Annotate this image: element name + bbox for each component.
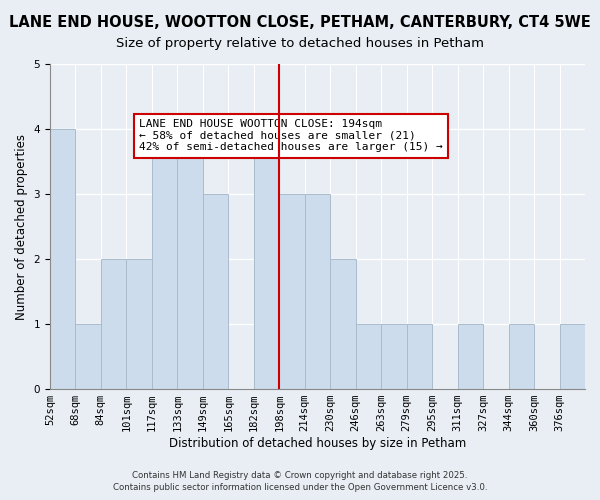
X-axis label: Distribution of detached houses by size in Petham: Distribution of detached houses by size …: [169, 437, 466, 450]
Bar: [279, 194, 305, 389]
Bar: [254, 129, 279, 389]
Bar: [330, 259, 356, 389]
Bar: [560, 324, 585, 389]
Bar: [356, 324, 381, 389]
Bar: [203, 194, 228, 389]
Bar: [50, 129, 76, 389]
Bar: [127, 259, 152, 389]
Bar: [509, 324, 534, 389]
Bar: [458, 324, 483, 389]
Text: Contains HM Land Registry data © Crown copyright and database right 2025.
Contai: Contains HM Land Registry data © Crown c…: [113, 471, 487, 492]
Text: Size of property relative to detached houses in Petham: Size of property relative to detached ho…: [116, 38, 484, 51]
Bar: [407, 324, 432, 389]
Y-axis label: Number of detached properties: Number of detached properties: [15, 134, 28, 320]
Bar: [152, 129, 178, 389]
Bar: [76, 324, 101, 389]
Bar: [101, 259, 127, 389]
Text: LANE END HOUSE, WOOTTON CLOSE, PETHAM, CANTERBURY, CT4 5WE: LANE END HOUSE, WOOTTON CLOSE, PETHAM, C…: [9, 15, 591, 30]
Bar: [305, 194, 330, 389]
Text: LANE END HOUSE WOOTTON CLOSE: 194sqm
← 58% of detached houses are smaller (21)
4: LANE END HOUSE WOOTTON CLOSE: 194sqm ← 5…: [139, 120, 443, 152]
Bar: [381, 324, 407, 389]
Bar: [178, 129, 203, 389]
